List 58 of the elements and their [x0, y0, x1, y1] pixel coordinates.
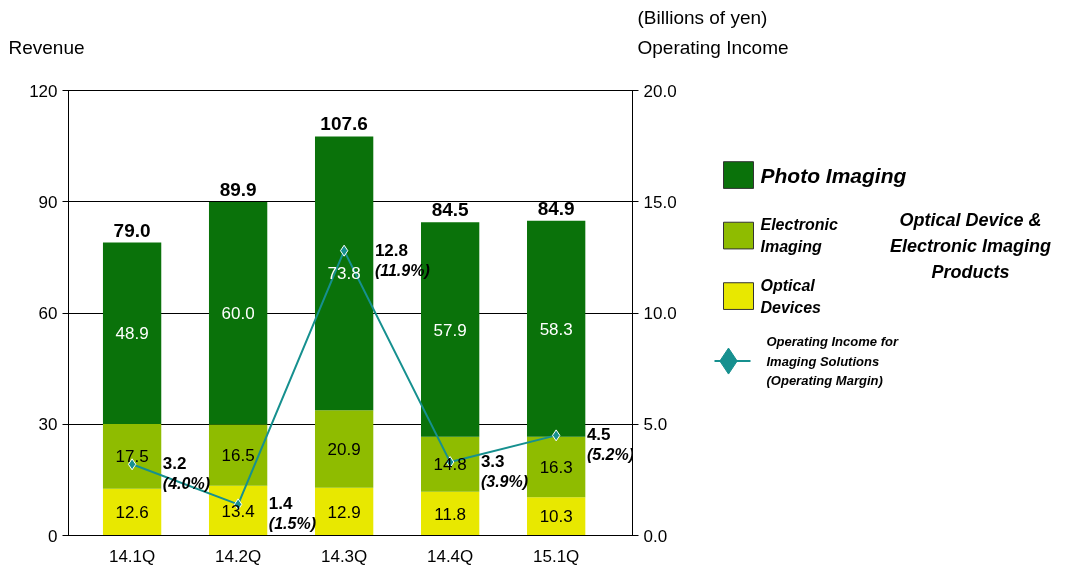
bar [208, 485, 268, 536]
bar [527, 220, 586, 437]
y2-tick-label: 5.0 [643, 415, 668, 435]
y2-tick-label: 0.0 [643, 526, 668, 546]
x-tick-label: 14.3Q [320, 546, 368, 566]
bar [102, 242, 162, 424]
legend-label: Photo Imaging [760, 163, 907, 187]
y-tick-label: 90 [38, 192, 58, 212]
data-label: 13.4 [221, 501, 255, 521]
bar [421, 436, 480, 492]
bar [314, 136, 374, 411]
y-tick-label: 120 [29, 81, 58, 101]
total-label: 84.5 [431, 199, 470, 221]
y-axis-title: Revenue [8, 37, 85, 58]
data-label: 58.3 [539, 319, 573, 339]
y-tick-label: 60 [38, 304, 58, 323]
bar [208, 424, 268, 486]
y2-tick-label: 15.0 [643, 192, 677, 212]
point [339, 244, 349, 257]
bar [314, 410, 374, 488]
data-label: 14.8 [433, 455, 467, 475]
legend-label: Electronic Imaging [760, 216, 838, 256]
data-label: 10.3 [539, 507, 573, 527]
data-label: 48.9 [115, 324, 149, 344]
bar [102, 423, 162, 489]
y2-tick-label: 20.0 [643, 81, 677, 101]
total-label: 107.6 [320, 113, 368, 135]
data-label: 16.3 [539, 458, 573, 478]
data-label: 17.5 [115, 447, 149, 467]
total-label: 79.0 [113, 219, 151, 241]
legend-label: Operating Income for Imaging Solutions (Operating Margin) [766, 334, 899, 389]
data-label: 60.0 [221, 304, 255, 324]
x-tick-label: 14.2Q [214, 546, 262, 566]
total-label: 89.9 [219, 179, 257, 201]
text: Optical Device & Electronic Imaging Products [889, 210, 1052, 283]
bar [208, 202, 268, 425]
x-tick-label: 15.1Q [533, 546, 580, 566]
legend-label: Optical Devices [760, 276, 822, 316]
data-label: 20.9 [327, 439, 361, 459]
bar [421, 491, 480, 536]
y-tick-label: 30 [38, 415, 58, 435]
data-label: 12.9 [327, 502, 361, 522]
data-label: 11.8 [434, 504, 467, 524]
x-tick-label: 14.1Q [108, 546, 156, 566]
total-label: 84.9 [537, 197, 575, 219]
data-label: 12.6 [115, 503, 149, 523]
x-tick-label: 14.4Q [427, 546, 474, 566]
data-label: 16.5 [221, 446, 255, 466]
bar [314, 487, 374, 536]
bar [527, 497, 586, 536]
text: (Billions of yen) [637, 7, 768, 28]
data-label: 73.8 [327, 264, 361, 284]
y2-tick-label: 10.0 [643, 304, 677, 323]
bar [527, 436, 586, 498]
bar [102, 488, 162, 536]
data-label: 57.9 [433, 320, 467, 340]
y-tick-label: 0 [48, 526, 58, 546]
y2-axis-title: Operating Income [637, 37, 789, 58]
